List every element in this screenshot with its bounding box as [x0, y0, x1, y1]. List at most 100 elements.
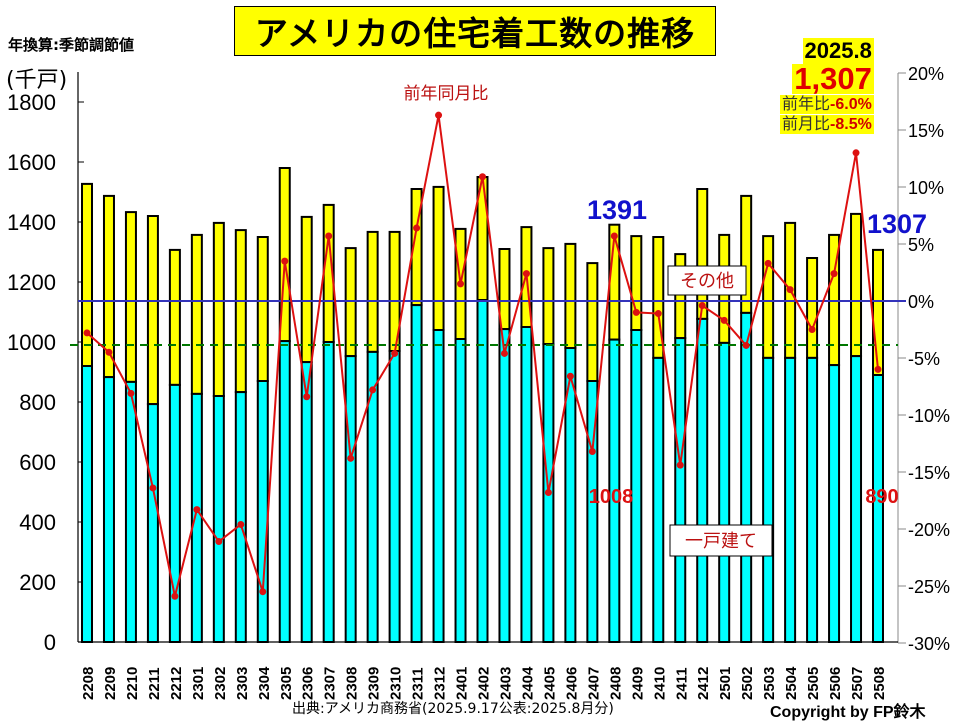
bar-single-family-2408	[608, 338, 621, 643]
yoy-line	[83, 111, 882, 600]
x-tick-label: 2505	[805, 667, 822, 700]
x-tick-label: 2403	[497, 667, 514, 700]
bar-single-family-2309	[366, 350, 379, 643]
bar-other-2208	[81, 182, 93, 367]
right-tick-label: -20%	[908, 520, 950, 540]
x-tick-label: 2301	[190, 667, 207, 700]
x-tick-label: 2507	[849, 667, 866, 700]
bar-single-family-2404	[520, 326, 533, 643]
bar-single-family-2312	[432, 329, 445, 643]
yoy-point-2308	[347, 454, 355, 462]
bar-single-family-2504	[784, 356, 797, 643]
yoy-point-2311	[413, 224, 421, 232]
total-label-2508: 1307	[867, 209, 927, 239]
bar-other-2412	[696, 188, 709, 320]
x-tick-label: 2404	[519, 666, 536, 700]
latest-date: 2025.8	[802, 38, 874, 64]
x-tick-label: 2504	[783, 666, 800, 700]
bar-other-2406	[564, 242, 577, 349]
x-tick-label: 2410	[651, 667, 668, 700]
yoy-point-2304	[259, 588, 267, 596]
yoy-point-2209	[105, 348, 113, 356]
bar-single-family-2307	[322, 341, 335, 643]
x-tick-label: 2306	[300, 667, 317, 700]
yoy-point-2405	[544, 489, 552, 497]
x-tick-label: 2312	[432, 667, 449, 700]
bar-single-family-2411	[674, 337, 687, 643]
right-tick-label: -5%	[908, 349, 940, 369]
bar-single-family-2501	[718, 341, 731, 643]
yoy-point-2407	[588, 447, 596, 455]
yoy-point-2504	[786, 286, 794, 294]
bar-other-2407	[586, 262, 599, 383]
left-tick-label: 1600	[7, 150, 56, 175]
yoy-point-2404	[522, 270, 530, 278]
bar-single-family-2402	[476, 299, 489, 643]
yoy-series-label: 前年同月比	[404, 84, 489, 103]
bar-other-2303	[234, 229, 247, 394]
bar-other-2308	[344, 247, 357, 358]
right-tick-label: -10%	[908, 406, 950, 426]
yoy-point-2210	[127, 389, 135, 397]
bar-single-family-2211	[146, 403, 159, 643]
bar-single-family-2508	[872, 374, 884, 643]
bar-other-2210	[124, 211, 137, 383]
bar-single-family-2310	[388, 350, 401, 643]
yoy-point-2402	[479, 173, 486, 181]
yoy-point-2409	[632, 308, 640, 316]
left-tick-label: 400	[19, 510, 56, 535]
bar-single-family-2304	[256, 380, 269, 643]
right-tick-label: 15%	[908, 121, 944, 141]
yoy-point-2403	[500, 349, 508, 357]
latest-summary: 2025.8 1,307 前年比-6.0% 前月比-8.5%	[780, 38, 874, 134]
yoy-point-2312	[435, 111, 443, 119]
left-tick-label: 0	[44, 630, 56, 655]
single-family-label-2508: 890	[865, 486, 898, 508]
bar-other-2304	[256, 236, 269, 382]
x-tick-label: 2310	[388, 667, 405, 700]
right-tick-label: -30%	[908, 634, 950, 654]
bar-other-2503	[762, 235, 775, 359]
left-tick-label: 1000	[7, 330, 56, 355]
bar-single-family-2503	[762, 356, 775, 643]
bar-other-2405	[542, 247, 555, 346]
x-tick-label: 2307	[322, 667, 339, 700]
yoy-point-2502	[742, 341, 750, 349]
subtitle: 年換算:季節調節値	[8, 36, 134, 54]
bar-single-family-2505	[806, 356, 819, 643]
bar-single-family-2311	[410, 304, 423, 643]
bar-single-family-2302	[212, 395, 225, 643]
yoy-point-2503	[764, 259, 772, 267]
bar-single-family-2212	[168, 383, 181, 643]
x-tick-label: 2503	[761, 667, 778, 700]
single-family-label-box	[669, 524, 773, 557]
bar-other-2306	[300, 215, 313, 364]
bar-other-2403	[498, 248, 511, 331]
bar-single-family-2301	[190, 392, 203, 643]
bar-single-family-2403	[498, 328, 511, 643]
yoy-point-2411	[676, 461, 684, 469]
y-axis-unit: (千戸)	[6, 68, 68, 93]
bar-single-family-2401	[454, 338, 467, 643]
bar-single-family-2305	[278, 340, 291, 643]
yoy-point-2310	[391, 349, 399, 357]
yoy-point-2412	[698, 302, 706, 310]
yoy-point-2408	[610, 232, 618, 240]
bar-other-2507	[850, 212, 863, 358]
bar-single-family-2406	[564, 347, 577, 643]
left-tick-label: 1800	[7, 90, 56, 115]
x-tick-label: 2308	[344, 667, 361, 700]
yoy-point-2508	[874, 365, 882, 373]
bar-single-family-2502	[740, 311, 753, 643]
x-tick-labels: 2208 2209 2210 2211 2212 2301 2302 2303 2304 2305…	[80, 666, 888, 700]
bar-single-family-2410	[652, 356, 665, 643]
other-label: その他	[680, 271, 734, 291]
bar-other-2211	[146, 215, 159, 406]
x-tick-label: 2304	[256, 666, 273, 700]
bar-other-2409	[630, 235, 643, 332]
yoy-point-2303	[237, 520, 245, 528]
yoy-point-2301	[193, 506, 201, 514]
x-tick-label: 2210	[124, 667, 141, 700]
bar-single-family-2210	[124, 380, 137, 643]
